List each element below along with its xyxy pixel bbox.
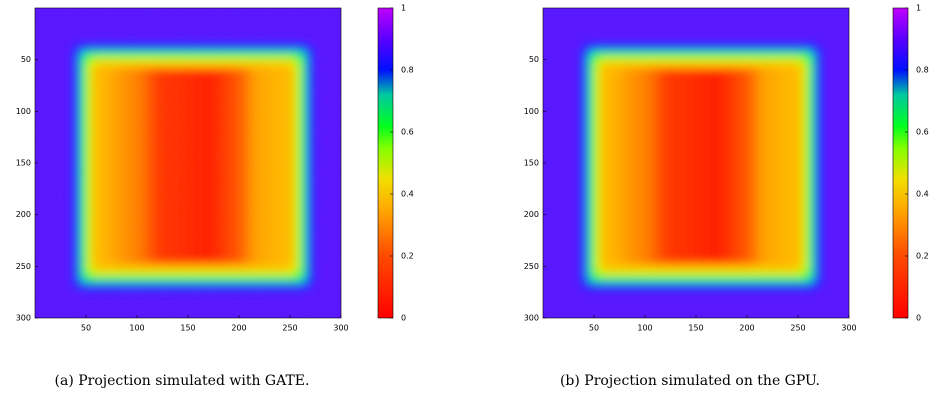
colorbar-tick-label: 0 [401,314,406,323]
x-tick-label: 150 [180,324,195,333]
colorbar-tick-label: 0.6 [916,128,929,137]
x-tick-label: 150 [688,324,703,333]
colorbar-tick-label: 0.6 [401,128,414,137]
colorbar-tick-label: 0.4 [916,190,929,199]
y-tick-label: 200 [524,210,539,219]
y-tick-label: 200 [16,210,31,219]
y-tick-label: 150 [524,159,539,168]
x-tick-label: 250 [282,324,297,333]
object [73,44,313,289]
caption: (b) Projection simulated on the GPU. [560,373,820,389]
y-tick-label: 300 [524,314,539,323]
projection-image [35,8,341,318]
y-tick-label: 150 [16,159,31,168]
colorbar-tick-label: 0.2 [916,252,929,261]
x-tick-label: 50 [589,324,599,333]
y-tick-label: 50 [529,55,539,64]
colorbar-tick-label: 0.4 [401,190,414,199]
colorbar-tick-label: 1 [401,4,406,13]
projection-image [543,8,849,318]
y-tick-label: 100 [16,107,31,116]
colorbar [892,7,909,319]
x-tick-label: 100 [637,324,652,333]
y-tick-label: 100 [524,107,539,116]
colorbar-tick-label: 0.8 [916,66,929,75]
x-tick-label: 200 [739,324,754,333]
colorbar-tick-label: 1 [916,4,921,13]
x-tick-label: 200 [231,324,246,333]
colorbar [377,7,394,319]
colorbar-tick-label: 0.8 [401,66,414,75]
x-tick-label: 300 [333,324,348,333]
x-tick-label: 50 [81,324,91,333]
core [106,67,280,265]
colorbar-tick-label: 0.2 [401,252,414,261]
object [581,44,821,289]
caption: (a) Projection simulated with GATE. [55,373,310,389]
y-tick-label: 250 [524,262,539,271]
y-tick-label: 50 [21,55,31,64]
y-tick-label: 250 [16,262,31,271]
x-tick-label: 250 [790,324,805,333]
y-tick-label: 300 [16,314,31,323]
x-tick-label: 100 [129,324,144,333]
colorbar-tick-label: 0 [916,314,921,323]
core [614,67,788,265]
x-tick-label: 300 [841,324,856,333]
